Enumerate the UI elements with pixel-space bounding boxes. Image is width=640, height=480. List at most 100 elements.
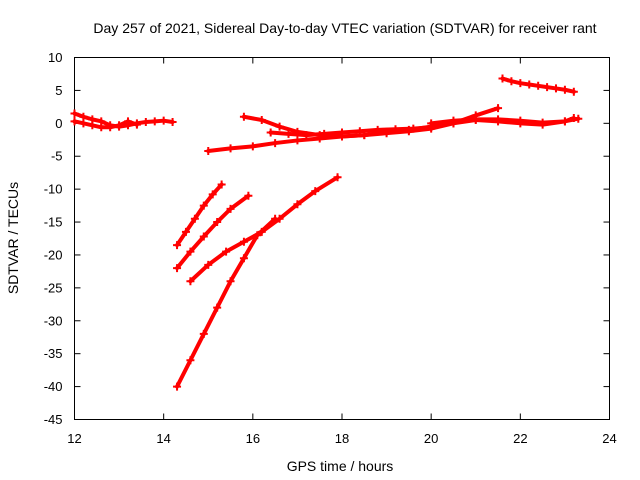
data-point <box>311 187 320 196</box>
data-point <box>226 144 235 153</box>
data-point <box>204 260 213 269</box>
data-point <box>222 247 231 256</box>
data-point <box>333 173 342 182</box>
data-point <box>239 237 248 246</box>
series-3-line <box>175 193 251 271</box>
y-tick-label: 0 <box>55 116 62 131</box>
data-point <box>494 104 503 113</box>
data-point <box>271 139 280 148</box>
data-point <box>208 190 217 199</box>
data-point <box>560 85 569 94</box>
data-point <box>516 116 525 125</box>
data-point <box>574 114 583 123</box>
data-point <box>355 127 364 136</box>
data-point <box>271 214 280 223</box>
data-point <box>199 201 208 210</box>
data-point <box>257 116 266 125</box>
series-5-line <box>175 216 278 389</box>
data-point <box>471 115 480 124</box>
data-point <box>173 382 182 391</box>
plot-frame <box>74 57 610 420</box>
x-tick-label: 16 <box>246 431 260 446</box>
x-tick-label: 24 <box>602 431 616 446</box>
y-tick-label: -20 <box>44 247 63 262</box>
data-point <box>213 218 222 227</box>
data-point <box>275 122 284 131</box>
data-point <box>320 129 329 138</box>
y-tick-label: -25 <box>44 280 63 295</box>
data-point <box>552 84 560 93</box>
data-point <box>173 264 182 273</box>
data-point <box>516 79 525 88</box>
data-point <box>293 200 302 209</box>
data-point <box>569 87 578 96</box>
x-axis-title: GPS time / hours <box>287 458 394 474</box>
data-point <box>204 146 213 155</box>
data-point <box>97 123 106 132</box>
data-point <box>150 117 159 126</box>
data-point <box>213 303 222 312</box>
data-point <box>543 83 552 92</box>
x-tick-label: 18 <box>335 431 349 446</box>
data-point <box>507 77 516 86</box>
data-point <box>391 125 400 134</box>
data-point <box>525 80 534 89</box>
y-axis-title: SDTVAR / TECUs <box>5 182 21 294</box>
data-point <box>253 231 262 240</box>
y-tick-label: -10 <box>44 182 63 197</box>
data-point <box>239 112 248 121</box>
data-point <box>284 129 293 138</box>
data-point <box>494 115 503 124</box>
x-tick-label: 14 <box>156 431 170 446</box>
data-point <box>217 180 226 189</box>
data-point <box>181 227 190 236</box>
data-point <box>373 125 382 134</box>
axis-ticks: 12 14 16 18 20 22 24 10 5 0 -5 -10 -15 -20 -25 -30 -35 -4… <box>44 50 617 446</box>
chart-title: Day 257 of 2021, Sidereal Day-to-day VTE… <box>93 20 596 36</box>
data-point <box>449 116 458 125</box>
data-point <box>115 121 124 130</box>
data-point <box>186 277 195 286</box>
data-point <box>168 118 177 127</box>
y-tick-label: 5 <box>55 83 62 98</box>
y-tick-label: 10 <box>48 50 62 65</box>
data-point <box>132 120 141 129</box>
series-6-line <box>206 106 501 153</box>
x-tick-label: 20 <box>424 431 438 446</box>
data-point <box>266 128 275 137</box>
data-point <box>106 123 115 132</box>
data-point <box>538 118 547 127</box>
data-point <box>124 117 132 126</box>
data-point <box>239 254 248 263</box>
data-point <box>186 356 195 365</box>
data-point <box>141 118 150 127</box>
data-point <box>226 204 235 213</box>
data-point <box>560 117 569 126</box>
data-point <box>409 124 418 133</box>
data-point <box>244 191 253 200</box>
y-tick-label: -15 <box>44 215 63 230</box>
series-2-line <box>175 182 224 248</box>
y-tick-label: -5 <box>51 149 63 164</box>
data-point <box>498 74 507 83</box>
data-point <box>199 329 208 338</box>
data-point <box>79 119 88 128</box>
y-tick-label: -40 <box>44 379 63 394</box>
data-point <box>293 136 302 145</box>
data-point <box>338 128 346 137</box>
x-tick-label: 22 <box>513 431 527 446</box>
data-point <box>248 142 257 151</box>
data-point <box>88 121 97 130</box>
data-marks <box>70 74 583 391</box>
y-tick-label: -35 <box>44 346 63 361</box>
y-tick-label: -30 <box>44 313 63 328</box>
x-tick-label: 12 <box>67 431 81 446</box>
data-point <box>199 232 208 241</box>
y-tick-label: -45 <box>44 412 63 427</box>
data-point <box>427 119 436 128</box>
data-point <box>226 277 235 286</box>
series-8-line <box>268 125 434 138</box>
data-point <box>190 214 199 223</box>
data-point <box>173 241 182 250</box>
